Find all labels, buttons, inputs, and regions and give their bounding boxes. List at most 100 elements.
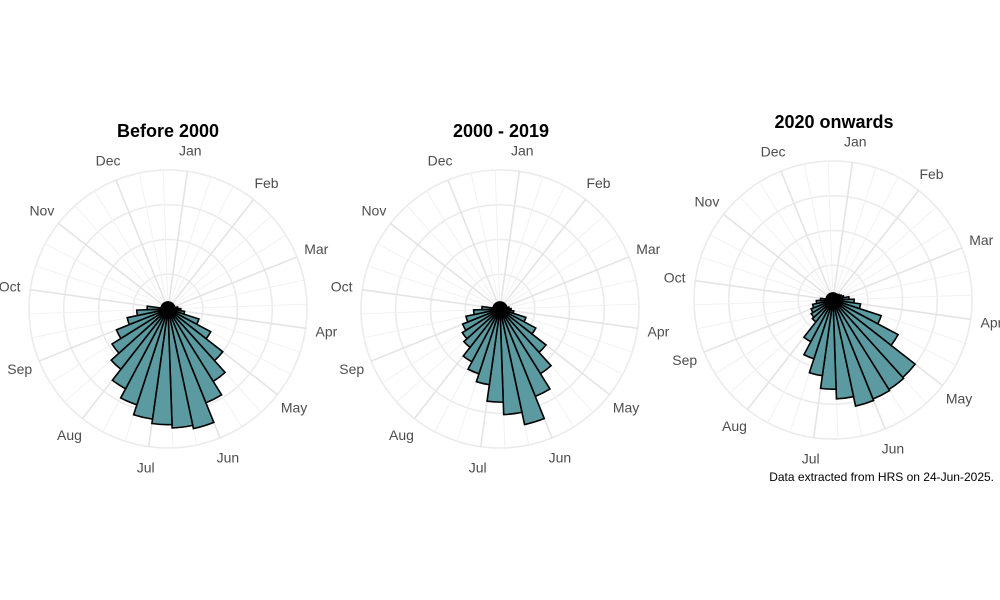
month-label-jul: Jul	[469, 459, 487, 475]
rose-chart-1: Jan Feb Mar Apr May Jun Jul Aug Sep Oct Nov Dec	[331, 143, 670, 476]
month-label-mar: Mar	[304, 241, 328, 257]
month-label-nov: Nov	[694, 194, 719, 210]
grid-spoke	[367, 265, 501, 310]
grid-spoke	[832, 294, 972, 301]
bar-aug-1	[110, 308, 169, 355]
month-label-sep: Sep	[7, 361, 32, 377]
bar-aug-2	[461, 308, 501, 332]
grid-spoke	[167, 234, 287, 310]
grid-spoke	[499, 186, 566, 310]
grid-spoke	[138, 172, 169, 310]
grid-spoke	[167, 198, 255, 310]
grid-circle	[28, 169, 308, 449]
chart-title-2020-onwards: 2020 onwards	[774, 112, 894, 132]
grid-spoke	[470, 172, 501, 310]
month-label-oct: Oct	[0, 279, 21, 295]
grid-spoke	[406, 205, 501, 310]
grid-spoke	[832, 270, 970, 301]
chart-title-before-2000: Before 2000	[116, 121, 220, 141]
bar-dec-2	[166, 301, 170, 310]
month-label-feb: Feb	[586, 175, 610, 191]
month-label-may: May	[281, 400, 307, 416]
bar-jun-2	[819, 299, 837, 391]
grid-spoke	[832, 162, 854, 301]
bar-sep-0	[465, 308, 501, 324]
bar-dec-2	[831, 292, 835, 301]
bar-jul-1	[119, 308, 169, 406]
bar-aug-0	[462, 308, 501, 349]
grid-spoke	[722, 213, 834, 301]
grid-spoke	[832, 206, 937, 301]
month-label-dec: Dec	[428, 153, 453, 169]
grid-spoke	[30, 288, 169, 310]
grid-spoke	[700, 256, 834, 301]
month-label-dec: Dec	[761, 144, 786, 160]
month-label-oct: Oct	[331, 279, 353, 295]
month-label-dec: Dec	[96, 153, 121, 169]
month-label-apr: Apr	[316, 323, 338, 339]
month-label-jan: Jan	[844, 134, 867, 150]
grid-spoke	[167, 171, 189, 310]
grid-spoke	[827, 161, 834, 301]
month-label-may: May	[613, 400, 639, 416]
grid-spoke	[832, 225, 952, 301]
month-label-jun: Jun	[882, 440, 905, 456]
chart-title-2000-2019: 2000 - 2019	[452, 121, 550, 141]
grid-circle	[693, 160, 973, 440]
grid-spoke	[447, 179, 501, 310]
grid-spoke	[694, 299, 834, 306]
rose-chart-2: Jan Feb Mar Apr May Jun Jul Aug Sep Oct Nov Dec	[664, 134, 1000, 467]
month-label-aug: Aug	[57, 427, 82, 443]
bar-jul-2	[462, 308, 501, 363]
grid-spoke	[167, 308, 306, 330]
bar-dec-2	[498, 301, 502, 310]
grid-circle	[394, 203, 606, 415]
grid-spoke	[499, 303, 639, 310]
bar-jun-2	[150, 308, 173, 426]
month-label-jul: Jul	[802, 450, 820, 466]
month-label-mar: Mar	[969, 232, 993, 248]
grid-spoke	[499, 198, 587, 310]
grid-spoke	[45, 243, 169, 310]
grid-spoke	[499, 171, 521, 310]
month-label-apr: Apr	[648, 323, 670, 339]
data-source-caption: Data extracted from HRS on 24-Jun-2025.	[769, 470, 994, 484]
month-label-jan: Jan	[511, 143, 534, 159]
grid-spoke	[162, 170, 169, 310]
month-label-jul: Jul	[137, 459, 155, 475]
month-label-sep: Sep	[672, 352, 697, 368]
grid-spoke	[35, 265, 169, 310]
grid-spoke	[499, 215, 604, 310]
bar-aug-2	[115, 308, 169, 340]
month-label-jun: Jun	[549, 449, 572, 465]
bar-aug-2	[810, 299, 834, 314]
bar-sep-1	[135, 308, 169, 317]
grid-spoke	[167, 176, 212, 310]
grid-spoke	[710, 234, 834, 301]
grid-spoke	[115, 179, 169, 310]
month-label-sep: Sep	[339, 361, 364, 377]
bar-jun-2	[486, 308, 505, 403]
month-label-apr: Apr	[981, 314, 1000, 330]
month-label-aug: Aug	[389, 427, 414, 443]
bar-jun-0	[832, 299, 875, 407]
grid-spoke	[832, 247, 963, 301]
grid-spoke	[167, 256, 298, 310]
bar-sep-1	[472, 308, 501, 316]
grid-spoke	[499, 234, 619, 310]
bar-jul-2	[111, 308, 169, 390]
month-label-nov: Nov	[361, 203, 386, 219]
grid-spoke	[93, 190, 169, 310]
grid-spoke	[167, 279, 305, 310]
grid-spoke	[780, 170, 834, 301]
month-label-aug: Aug	[722, 418, 747, 434]
month-label-jan: Jan	[179, 143, 202, 159]
grid-spoke	[362, 288, 501, 310]
grid-spoke	[499, 176, 544, 310]
grid-spoke	[499, 308, 638, 330]
month-label-feb: Feb	[254, 175, 278, 191]
bar-aug-1	[461, 308, 501, 340]
grid-spoke	[499, 279, 637, 310]
bar-jun-1	[499, 308, 523, 416]
